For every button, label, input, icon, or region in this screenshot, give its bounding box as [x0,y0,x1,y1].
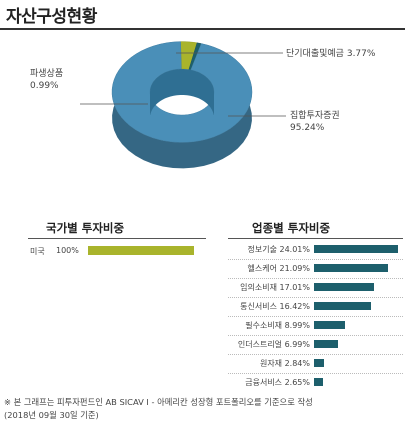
industry-bar [314,340,339,348]
nation-section-title: 국가별 투자비중 [46,221,125,235]
industry-section-title: 업종별 투자비중 [252,221,331,235]
pie-label-funds-value: 95.24% [290,123,325,133]
industry-row-label: 필수소비재 8.99% [245,321,310,330]
industry-bar [314,378,324,386]
pie-label-funds: 집합투자증권 95.24% [290,110,340,134]
pie-label-derivatives-name: 파생상품 [30,69,64,79]
page-title: 자산구성현황 [6,7,97,27]
industry-bar [314,283,374,291]
pie-label-deposits-value: 3.77% [346,49,376,59]
title-divider [0,28,405,30]
industry-bar [314,359,324,367]
footnote-line1: ※ 본 그래프는 피투자펀드인 AB SICAV I - 아메리칸 성장형 포트… [4,397,313,407]
industry-row-label: 금융서비스 2.65% [245,378,310,387]
industry-bar [314,321,346,329]
nation-row-label: 미국 [30,247,45,256]
industry-row-divider [228,297,403,298]
industry-row-divider [228,373,403,374]
donut-slice-funds [111,41,253,143]
industry-bar [314,264,388,272]
pie-label-derivatives: 파생상품 0.99% [30,68,63,92]
industry-row-label: 헬스케어 21.09% [247,264,311,273]
industry-row-divider [228,259,403,260]
nation-bar-us [88,246,194,255]
nation-row-value: 100% [56,246,79,255]
nation-section-rule [28,238,206,239]
footnote-line2: (2018년 09월 30일 기준) [4,410,99,420]
pie-label-funds-name: 집합투자증권 [290,111,340,121]
pie-label-deposits: 단기대출및예금 3.77% [286,48,375,60]
pie-label-deposits-name: 단기대출및예금 [286,49,344,59]
pie-label-derivatives-value: 0.99% [30,81,59,91]
industry-row-label: 인더스트리얼 6.99% [237,340,310,349]
asset-donut-chart [80,41,286,169]
industry-bar [314,245,398,253]
industry-row-divider [228,316,403,317]
industry-row-label: 통신서비스 16.42% [240,302,310,311]
donut-inner-wall [150,68,214,116]
industry-bar [314,302,372,310]
industry-row-label: 임의소비재 17.01% [240,283,310,292]
industry-row-label: 정보기술 24.01% [247,245,311,254]
industry-row-divider [228,335,403,336]
footnote: ※ 본 그래프는 피투자펀드인 AB SICAV I - 아메리칸 성장형 포트… [4,396,404,422]
industry-row-divider [228,354,403,355]
industry-row-divider [228,278,403,279]
industry-section-rule [228,238,403,239]
industry-row-label: 원자재 2.84% [259,359,310,368]
